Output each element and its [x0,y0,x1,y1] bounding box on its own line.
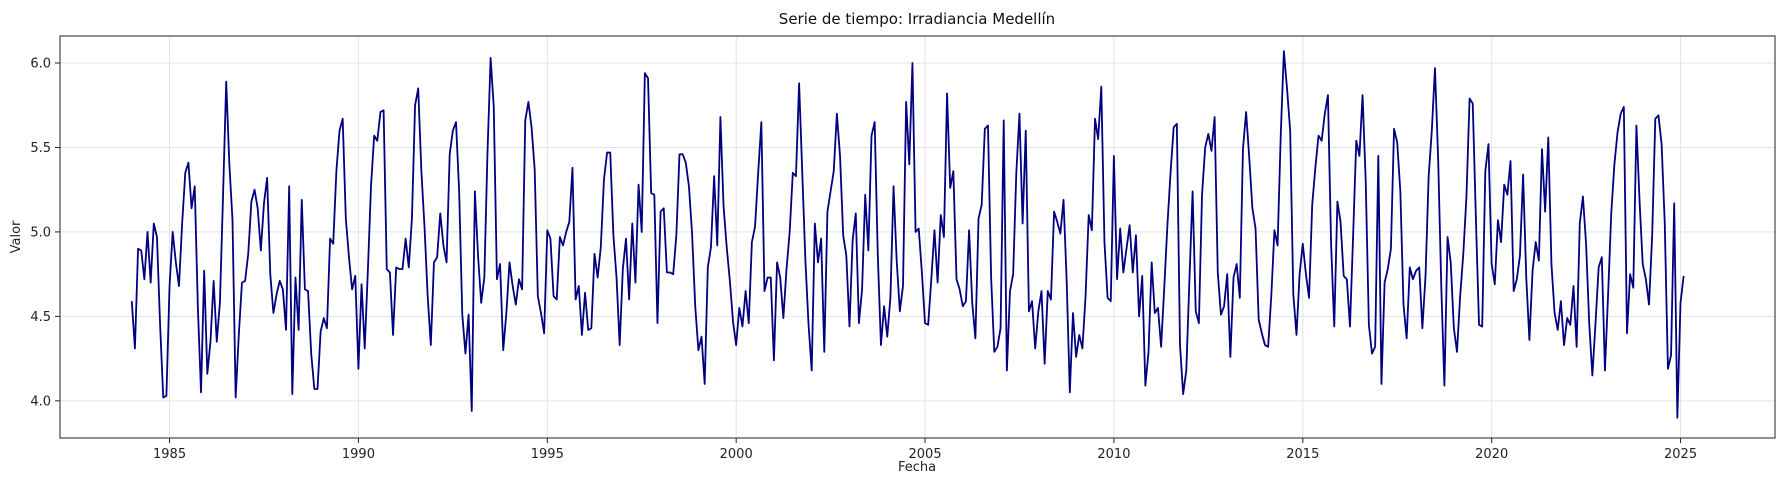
y-tick-label: 5.5 [30,141,51,156]
y-tick-label: 6.0 [30,57,51,72]
x-tick-label: 2025 [1664,447,1697,462]
plot-frame [59,35,1776,439]
y-tick-label: 4.0 [30,394,51,409]
x-axis-label: Fecha [898,460,936,475]
x-tick-label: 1985 [153,447,186,462]
axis-ticks: 1985 1990 1995 2000 2005 2010 2015 2020 2025 4.0 4… [30,57,1697,462]
x-tick-label: 1990 [342,447,375,462]
y-tick-label: 4.5 [30,310,51,325]
x-tick-label: 1995 [531,447,564,462]
y-axis-label: Valor [9,220,24,253]
y-tick-label: 5.0 [30,225,51,240]
chart-title: Serie de tiempo: Irradiancia Medellín [779,10,1055,28]
data-series [130,50,1685,419]
series-line-0 [130,50,1685,419]
x-tick-label: 2010 [1097,447,1130,462]
x-tick-label: 2000 [720,447,753,462]
grid [60,36,1775,438]
x-tick-label: 2015 [1286,447,1319,462]
x-tick-label: 2020 [1475,447,1508,462]
x-tick-label: 2005 [909,447,942,462]
